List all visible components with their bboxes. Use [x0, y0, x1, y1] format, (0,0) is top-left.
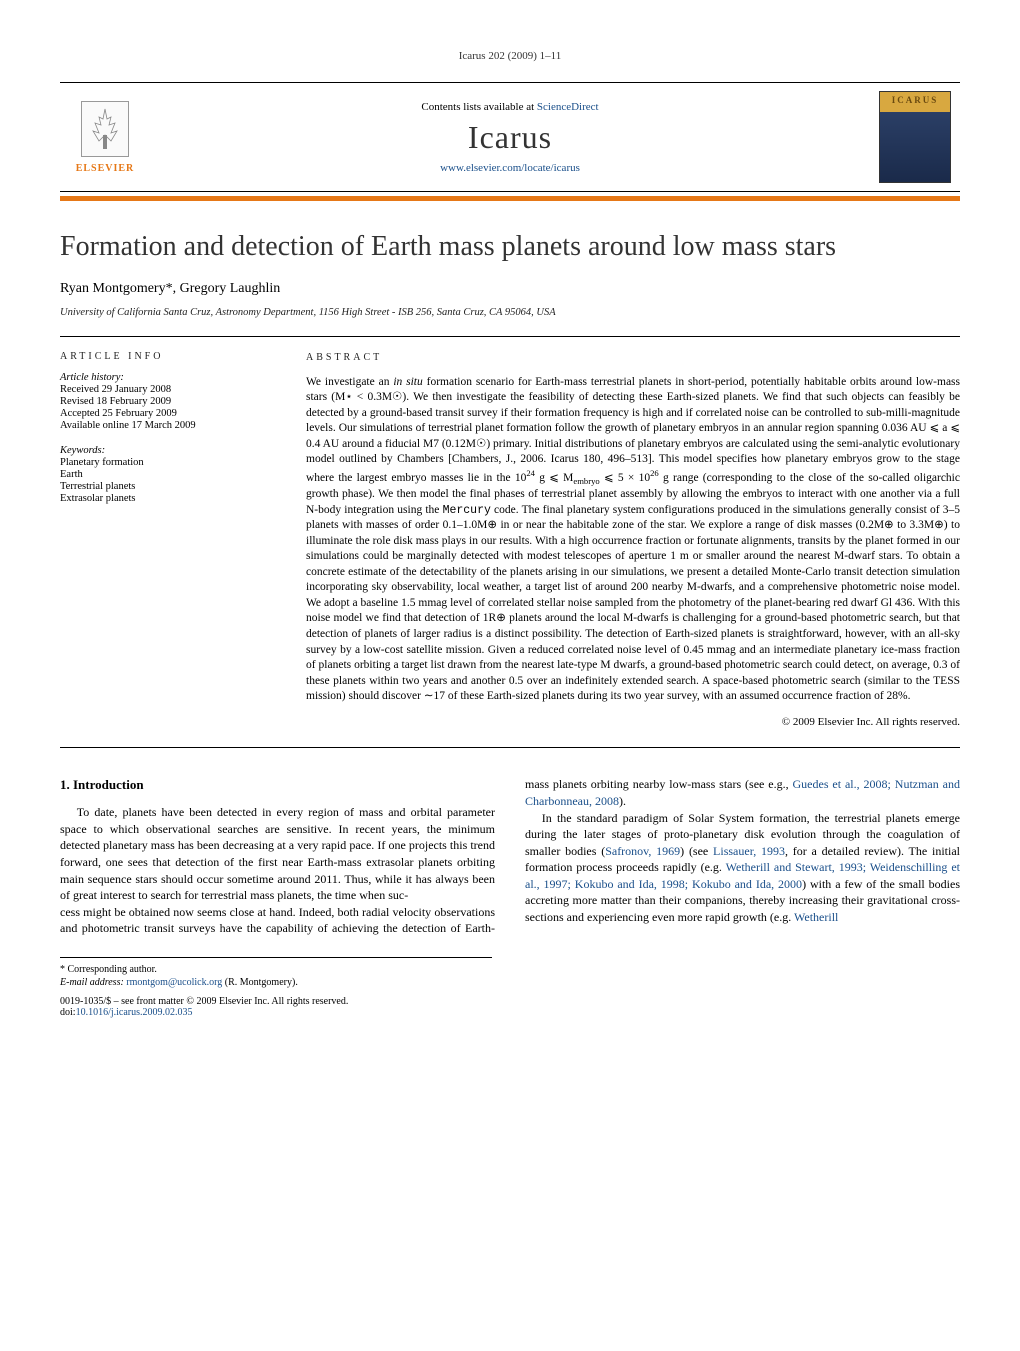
abs-sub: embryo: [573, 476, 599, 486]
citation-link[interactable]: Wetherill: [794, 910, 838, 924]
article-info: ARTICLE INFO Article history: Received 2…: [60, 351, 270, 729]
running-head: Icarus 202 (2009) 1–11: [60, 50, 960, 62]
history-revised: Revised 18 February 2009: [60, 396, 270, 407]
elsevier-tree-icon: [81, 101, 129, 157]
affiliation: University of California Santa Cruz, Ast…: [60, 307, 960, 318]
doi-label: doi:: [60, 1007, 76, 1018]
abs-part: code. The final planetary system configu…: [306, 504, 960, 702]
journal-locate-link[interactable]: www.elsevier.com/locate/icarus: [440, 162, 580, 174]
keyword: Planetary formation: [60, 457, 270, 468]
abstract-label: ABSTRACT: [306, 351, 960, 365]
history-accepted: Accepted 25 February 2009: [60, 408, 270, 419]
section-heading: 1. Introduction: [60, 776, 495, 794]
keyword: Extrasolar planets: [60, 493, 270, 504]
abs-insitu: in situ: [393, 376, 422, 388]
keywords-label: Keywords:: [60, 445, 270, 456]
abs-exp: 26: [650, 468, 659, 478]
email-who: (R. Montgomery).: [225, 977, 298, 988]
abstract-copyright: © 2009 Elsevier Inc. All rights reserved…: [306, 715, 960, 730]
cover-block: ICARUS: [870, 91, 960, 183]
email-link[interactable]: rmontgom@ucolick.org: [126, 977, 222, 988]
abs-part: formation scenario for Earth-mass terres…: [306, 376, 960, 484]
footer-left: 0019-1035/$ – see front matter © 2009 El…: [60, 996, 348, 1018]
email-line: E-mail address: rmontgom@ucolick.org (R.…: [60, 977, 492, 988]
citation-link[interactable]: Safronov, 1969: [605, 844, 680, 858]
body-paragraph: In the standard paradigm of Solar System…: [525, 810, 960, 926]
article-info-label: ARTICLE INFO: [60, 351, 270, 362]
history-label: Article history:: [60, 372, 270, 383]
abstract-text: We investigate an in situ formation scen…: [306, 375, 960, 705]
body-paragraph: To date, planets have been detected in e…: [60, 804, 495, 903]
keyword: Terrestrial planets: [60, 481, 270, 492]
rule-bottom: [60, 747, 960, 748]
abs-code: Mercury: [443, 504, 491, 517]
publisher-block: ELSEVIER: [60, 101, 150, 174]
abs-part: We investigate an: [306, 376, 393, 388]
contents-prefix: Contents lists available at: [421, 101, 536, 113]
journal-name: Icarus: [150, 119, 870, 156]
keyword: Earth: [60, 469, 270, 480]
doi-link[interactable]: 10.1016/j.icarus.2009.02.035: [76, 1007, 193, 1018]
author-names: Ryan Montgomery*, Gregory Laughlin: [60, 281, 280, 296]
journal-cover-thumb: ICARUS: [879, 91, 951, 183]
sciencedirect-link[interactable]: ScienceDirect: [537, 101, 599, 113]
abs-part: g ⩽ M: [535, 471, 573, 483]
body-span: ) (see: [680, 844, 713, 858]
body-span: ).: [619, 794, 626, 808]
issn-line: 0019-1035/$ – see front matter © 2009 El…: [60, 996, 348, 1007]
cover-label: ICARUS: [880, 95, 950, 105]
publisher-name: ELSEVIER: [76, 163, 135, 174]
orange-divider: [60, 196, 960, 201]
footnotes: * Corresponding author. E-mail address: …: [60, 957, 492, 988]
history-online: Available online 17 March 2009: [60, 420, 270, 431]
email-label: E-mail address:: [60, 977, 124, 988]
corresponding-author: * Corresponding author.: [60, 964, 492, 975]
journal-banner: ELSEVIER Contents lists available at Sci…: [60, 82, 960, 192]
abs-exp: 24: [526, 468, 535, 478]
article-title: Formation and detection of Earth mass pl…: [60, 231, 960, 263]
citation-link[interactable]: Lissauer, 1993: [713, 844, 785, 858]
contents-line: Contents lists available at ScienceDirec…: [150, 101, 870, 113]
body-text: 1. Introduction To date, planets have be…: [60, 776, 960, 936]
doi-line: doi:10.1016/j.icarus.2009.02.035: [60, 1007, 348, 1018]
history-received: Received 29 January 2008: [60, 384, 270, 395]
authors: Ryan Montgomery*, Gregory Laughlin: [60, 281, 960, 297]
abs-part: ⩽ 5 × 10: [600, 471, 650, 483]
abstract-block: ABSTRACT We investigate an in situ forma…: [306, 351, 960, 729]
locate-line: www.elsevier.com/locate/icarus: [150, 162, 870, 174]
